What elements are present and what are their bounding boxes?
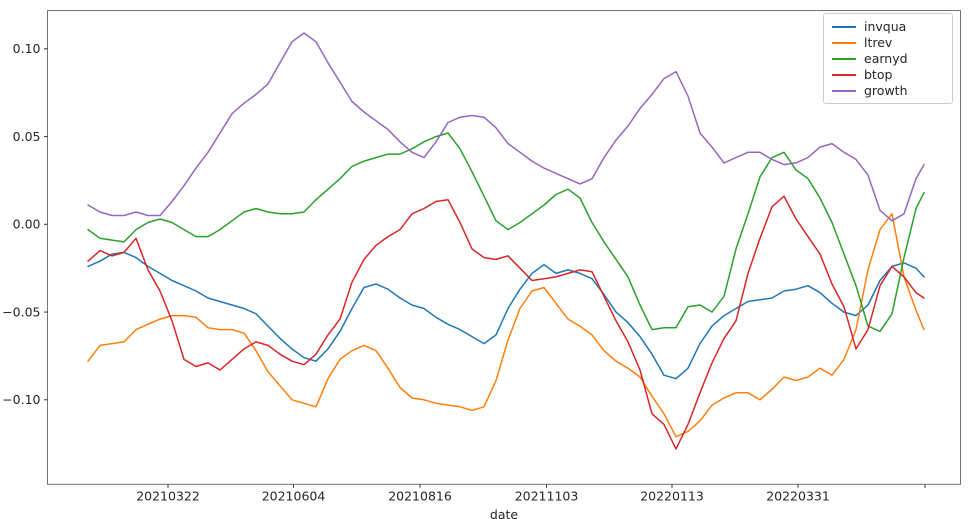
x-axis-label: date <box>489 507 519 519</box>
legend-line-swatch-growth <box>832 90 856 92</box>
x-tick-label: 20210322 <box>136 488 200 503</box>
plot-border <box>47 10 961 485</box>
y-tick-label: 0.05 <box>13 129 41 144</box>
x-tick-label: 20211103 <box>515 488 579 503</box>
x-tick-label: 20220331 <box>766 488 830 503</box>
series-line-ltrev <box>87 213 925 438</box>
legend-label: growth <box>864 83 908 98</box>
legend-entry: earnyd <box>832 51 944 67</box>
legend-label: ltrev <box>864 35 893 50</box>
y-tick-label: 0.00 <box>13 217 41 232</box>
series-line-growth <box>87 32 925 222</box>
legend-line-swatch-earnyd <box>832 58 856 60</box>
legend-entry: ltrev <box>832 35 944 51</box>
series-line-earnyd <box>87 132 925 333</box>
legend-entry: invqua <box>832 19 944 35</box>
series-line-invqua <box>87 251 925 380</box>
legend-entry: btop <box>832 67 944 83</box>
legend-line-swatch-invqua <box>832 26 856 28</box>
x-tick-label: 20210604 <box>262 488 326 503</box>
legend-label: btop <box>864 67 893 82</box>
legend-label: earnyd <box>864 51 908 66</box>
legend-entry: growth <box>832 83 944 99</box>
legend-label: invqua <box>864 19 907 34</box>
legend-line-swatch-btop <box>832 74 856 76</box>
y-tick-label: −0.10 <box>2 392 40 407</box>
x-tick-label: 20220113 <box>640 488 704 503</box>
series-line-btop <box>87 195 925 450</box>
legend: invqua ltrev earnyd btop growth <box>823 13 953 104</box>
y-tick-label: 0.10 <box>13 41 41 56</box>
legend-line-swatch-ltrev <box>832 42 856 44</box>
y-tick-label: −0.05 <box>2 304 40 319</box>
x-tick-label: 20210816 <box>388 488 452 503</box>
